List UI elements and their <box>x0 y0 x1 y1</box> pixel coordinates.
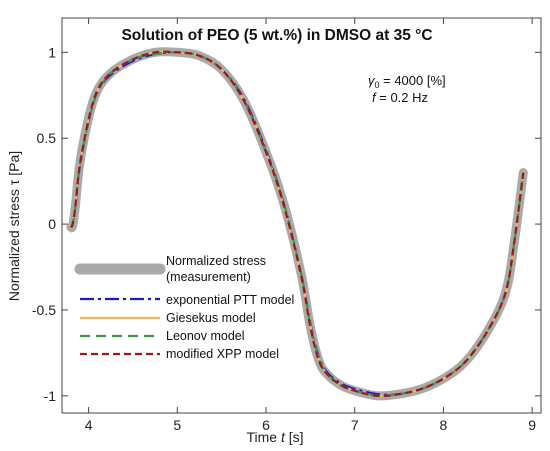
legend-entry-giesekus: Giesekus model <box>80 311 256 325</box>
x-tick-label: 6 <box>262 417 270 433</box>
x-axis-label: Time t [s] <box>246 429 303 445</box>
tick-layer: 4 5 6 7 8 9 1 0.5 0 -0.5 -1 <box>32 18 541 433</box>
legend-label-measurement-line2: (measurement) <box>166 270 251 284</box>
chart-title: Solution of PEO (5 wt.%) in DMSO at 35 °… <box>121 27 432 44</box>
x-axis-label-symbol: t <box>281 429 286 445</box>
y-tick-label: -0.5 <box>32 302 56 318</box>
gamma-value: = 4000 [%] <box>380 73 446 88</box>
x-tick-label: 9 <box>528 417 536 433</box>
frequency-value: = 0.2 Hz <box>376 90 428 105</box>
frequency-symbol: f <box>372 90 377 105</box>
y-tick-label: 1 <box>48 44 56 60</box>
frequency-annotation: f = 0.2 Hz <box>372 90 428 105</box>
series-layer <box>66 47 528 401</box>
y-tick-label: -1 <box>44 388 57 404</box>
gamma-symbol: γ <box>368 73 376 88</box>
legend-label-xpp: modified XPP model <box>166 347 279 361</box>
legend-label-leonov: Leonov model <box>166 329 245 343</box>
legend-entry-leonov: Leonov model <box>80 329 245 343</box>
legend-entry-measurement: Normalized stress (measurement) <box>74 254 266 284</box>
plot-frame <box>61 17 542 414</box>
y-tick-label: 0 <box>48 216 56 232</box>
y-tick-label: 0.5 <box>37 130 57 146</box>
x-tick-label: 4 <box>85 417 93 433</box>
legend: Normalized stress (measurement) exponent… <box>74 254 294 361</box>
gamma-subscript: 0 <box>375 80 380 90</box>
legend-entry-xpp: modified XPP model <box>80 347 279 361</box>
x-tick-label: 5 <box>173 417 181 433</box>
gamma-annotation: γ0 = 4000 [%] <box>368 73 446 90</box>
legend-label-giesekus: Giesekus model <box>166 311 256 325</box>
legend-entry-ptt: exponential PTT model <box>80 293 294 307</box>
x-axis-label-text: Time <box>246 429 280 445</box>
series-line-xpp <box>69 50 525 398</box>
x-tick-label: 8 <box>440 417 448 433</box>
y-axis-label: Normalized stress τ [Pa] <box>6 151 22 301</box>
legend-label-ptt: exponential PTT model <box>166 293 294 307</box>
x-tick-label: 7 <box>351 417 359 433</box>
legend-label-measurement: Normalized stress <box>166 254 266 268</box>
x-axis-label-unit: [s] <box>285 429 304 445</box>
